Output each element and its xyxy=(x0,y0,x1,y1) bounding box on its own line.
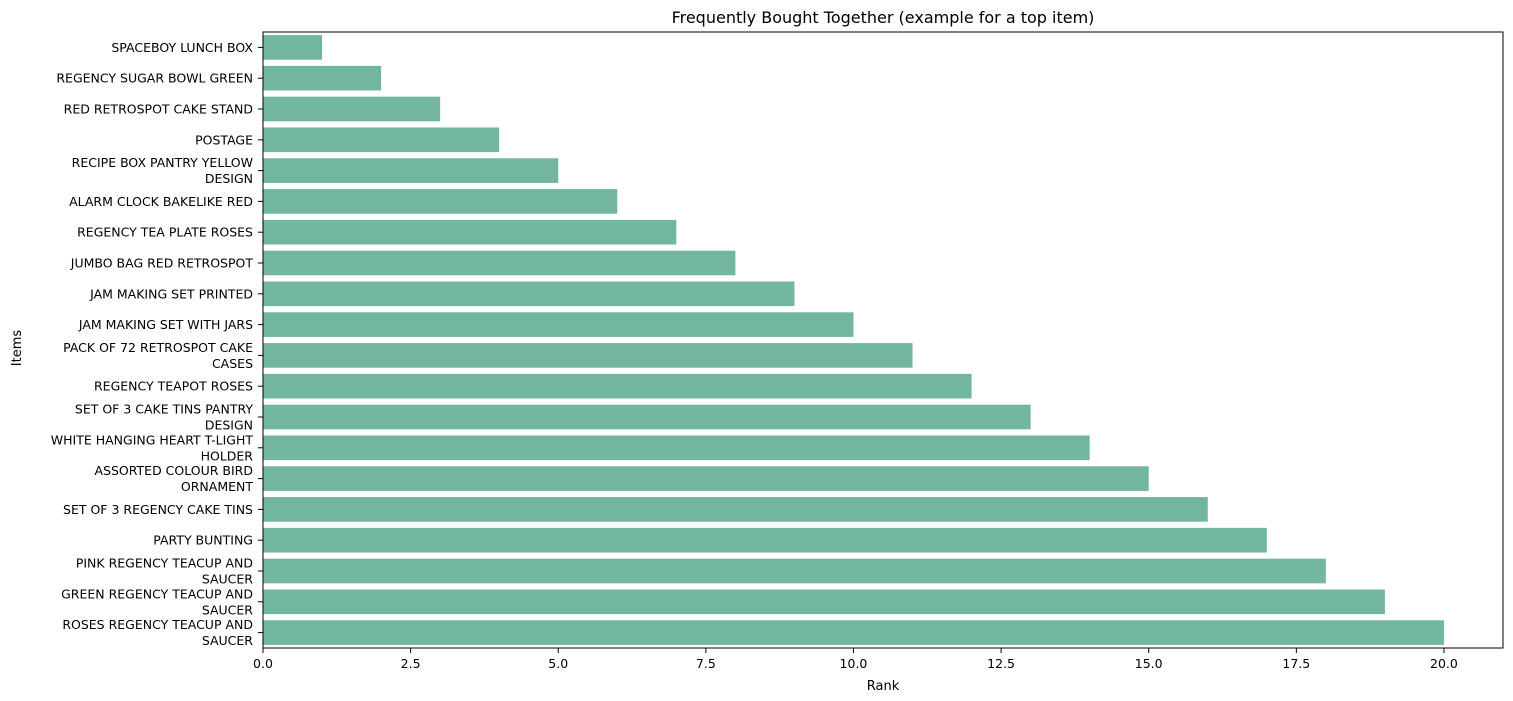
bar-19 xyxy=(263,589,1385,615)
bar-9 xyxy=(263,281,795,307)
y-tick-label: JAM MAKING SET PRINTED xyxy=(89,286,253,301)
x-tick-label: 10.0 xyxy=(840,656,868,671)
x-tick-label: 20.0 xyxy=(1430,656,1458,671)
y-tick-label-line: GREEN REGENCY TEACUP AND xyxy=(61,586,253,601)
bar-2 xyxy=(263,65,382,91)
y-tick-label: SET OF 3 CAKE TINS PANTRY DESIGN xyxy=(75,402,253,433)
y-tick-label-line: PARTY BUNTING xyxy=(153,533,253,548)
x-tick-label: 12.5 xyxy=(987,656,1015,671)
bar-5 xyxy=(263,158,559,183)
y-tick-label: REGENCY SUGAR BOWL GREEN xyxy=(56,71,253,86)
y-tick-label-line: SAUCER xyxy=(202,602,253,617)
y-tick-label-line: DESIGN xyxy=(205,171,253,186)
y-tick-label-line: ORNAMENT xyxy=(181,479,253,494)
bar-13 xyxy=(263,404,1031,430)
y-tick-label: RECIPE BOX PANTRY YELLOW DESIGN xyxy=(72,155,253,186)
y-tick-label-line: WHITE HANGING HEART T-LIGHT xyxy=(51,432,254,447)
y-tick-label: SPACEBOY LUNCH BOX xyxy=(111,40,253,55)
bar-11 xyxy=(263,343,913,368)
y-tick-label: ALARM CLOCK BAKELIKE RED xyxy=(69,194,253,209)
x-tick-label: 15.0 xyxy=(1135,656,1163,671)
y-tick-label-line: JAM MAKING SET WITH JARS xyxy=(78,317,253,332)
bar-18 xyxy=(263,558,1326,584)
bar-1 xyxy=(263,35,323,60)
y-tick-label-line: SAUCER xyxy=(202,633,253,648)
bar-4 xyxy=(263,127,500,153)
x-ticks-group: 0.0 2.5 5.0 7.5 10.0 12.5 15.0 17.5 20.0 xyxy=(253,648,1458,671)
y-tick-label-line: SET OF 3 REGENCY CAKE TINS xyxy=(63,502,253,517)
y-tick-label-line: POSTAGE xyxy=(195,132,253,147)
plot-frame xyxy=(262,31,1504,649)
x-axis-label: Rank xyxy=(867,679,900,694)
bar-15 xyxy=(263,466,1149,491)
y-tick-label: WHITE HANGING HEART T-LIGHT HOLDER xyxy=(51,432,254,463)
bar-17 xyxy=(263,527,1267,553)
y-tick-label: RED RETROSPOT CAKE STAND xyxy=(64,102,253,117)
y-tick-label-line: RECIPE BOX PANTRY YELLOW xyxy=(72,155,253,170)
y-tick-label-line: SET OF 3 CAKE TINS PANTRY xyxy=(75,402,253,417)
bar-8 xyxy=(263,250,736,276)
y-tick-label: POSTAGE xyxy=(195,132,253,147)
y-tick-label-line: PACK OF 72 RETROSPOT CAKE xyxy=(63,340,253,355)
y-tick-label-line: PINK REGENCY TEACUP AND xyxy=(76,556,253,571)
y-tick-label: PARTY BUNTING xyxy=(153,533,253,548)
bar-6 xyxy=(263,189,618,214)
y-tick-label-line: SAUCER xyxy=(202,572,253,587)
y-tick-label: REGENCY TEA PLATE ROSES xyxy=(77,225,253,240)
bar-7 xyxy=(263,219,677,245)
y-axis-label: Items xyxy=(10,330,25,367)
y-tick-label-line: JUMBO BAG RED RETROSPOT xyxy=(70,256,254,271)
bar-10 xyxy=(263,312,854,337)
bar-20 xyxy=(263,620,1444,645)
y-tick-label: ASSORTED COLOUR BIRD ORNAMENT xyxy=(95,463,254,494)
y-tick-label-line: REGENCY TEAPOT ROSES xyxy=(94,379,253,394)
x-tick-label: 2.5 xyxy=(401,656,421,671)
bar-16 xyxy=(263,497,1208,522)
y-tick-label-line: CASES xyxy=(212,356,253,371)
y-tick-label: PACK OF 72 RETROSPOT CAKE CASES xyxy=(63,340,253,371)
chart-title: Frequently Bought Together (example for … xyxy=(672,8,1095,27)
x-tick-label: 5.0 xyxy=(548,656,568,671)
bars-group xyxy=(263,35,1444,645)
y-tick-label-line: ROSES REGENCY TEACUP AND xyxy=(62,617,253,632)
y-tick-labels: SPACEBOY LUNCH BOX REGENCY SUGAR BOWL GRE… xyxy=(51,40,263,648)
y-tick-label: JUMBO BAG RED RETROSPOT xyxy=(70,256,254,271)
y-tick-label: PINK REGENCY TEACUP AND SAUCER xyxy=(76,556,253,587)
y-tick-label-line: REGENCY SUGAR BOWL GREEN xyxy=(56,71,253,86)
x-tick-label: 7.5 xyxy=(696,656,716,671)
y-tick-label-line: ALARM CLOCK BAKELIKE RED xyxy=(69,194,253,209)
y-tick-label-line: SPACEBOY LUNCH BOX xyxy=(111,40,253,55)
y-tick-label-line: JAM MAKING SET PRINTED xyxy=(89,286,253,301)
y-tick-label: SET OF 3 REGENCY CAKE TINS xyxy=(63,502,253,517)
y-tick-label: REGENCY TEAPOT ROSES xyxy=(94,379,253,394)
y-tick-label: JAM MAKING SET WITH JARS xyxy=(78,317,253,332)
y-tick-label: GREEN REGENCY TEACUP AND SAUCER xyxy=(61,586,253,617)
y-tick-label-line: DESIGN xyxy=(205,418,253,433)
bar-3 xyxy=(263,96,441,122)
y-tick-label-line: ASSORTED COLOUR BIRD xyxy=(95,463,253,478)
y-tick-label-line: REGENCY TEA PLATE ROSES xyxy=(77,225,253,240)
y-tick-label: ROSES REGENCY TEACUP AND SAUCER xyxy=(62,617,253,648)
y-tick-label-line: RED RETROSPOT CAKE STAND xyxy=(64,102,253,117)
x-tick-label: 0.0 xyxy=(253,656,273,671)
x-tick-label: 17.5 xyxy=(1282,656,1310,671)
y-tick-label-line: HOLDER xyxy=(201,448,254,463)
bar-14 xyxy=(263,435,1090,461)
bar-12 xyxy=(263,373,972,399)
